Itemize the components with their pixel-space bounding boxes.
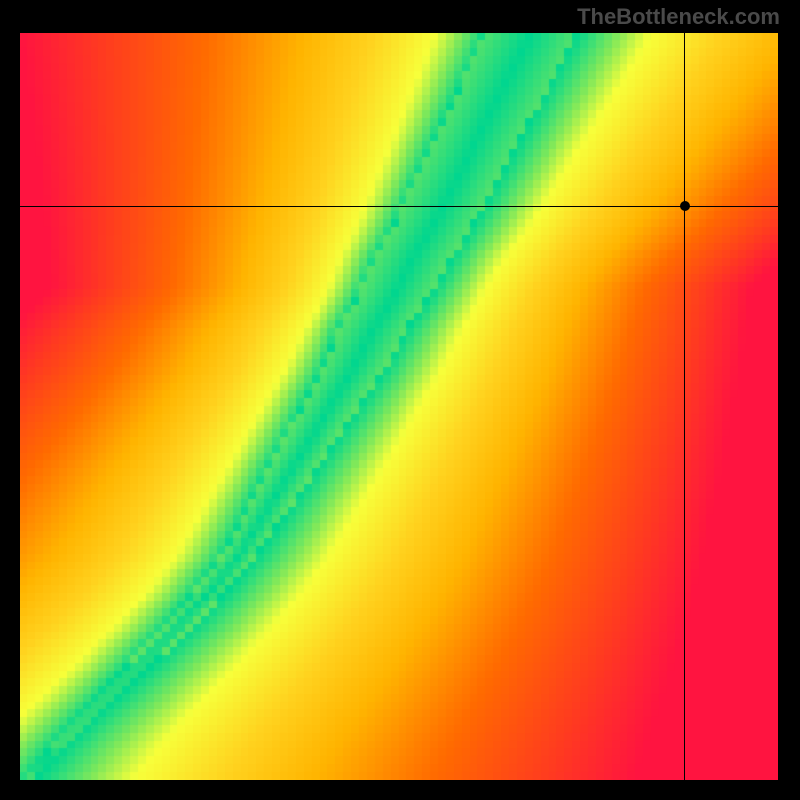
crosshair-vertical <box>684 33 685 780</box>
crosshair-marker <box>680 201 690 211</box>
heatmap-plot <box>20 33 778 780</box>
heatmap-canvas <box>20 33 778 780</box>
watermark-text: TheBottleneck.com <box>577 4 780 30</box>
crosshair-horizontal <box>20 206 778 207</box>
